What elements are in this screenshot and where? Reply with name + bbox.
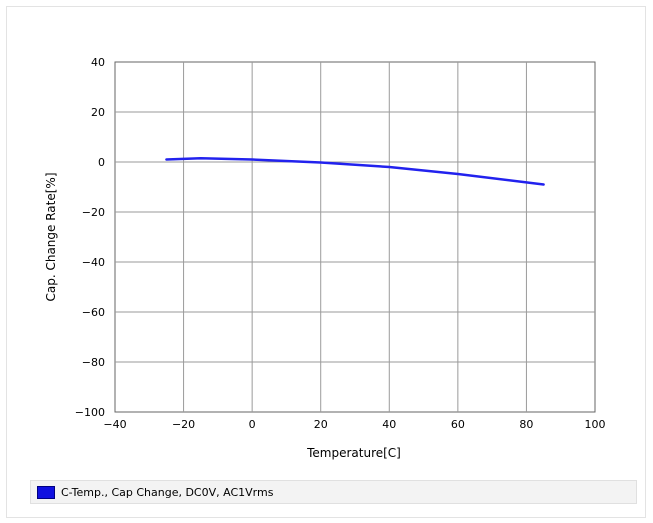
x-tick-labels: −40 −20 0 20 40 60 80 100	[103, 418, 605, 431]
legend-swatch	[37, 485, 55, 499]
x-tick-label: 80	[519, 418, 533, 431]
x-axis-title: Temperature[C]	[306, 446, 401, 460]
chart-frame: 40 20 0 −20 −40 −60 −80 −100 −40 −20 0 20 40 60 80 100…	[6, 6, 646, 518]
series-lines	[165, 157, 545, 186]
x-tick-label: 60	[451, 418, 465, 431]
y-tick-label: −80	[82, 356, 105, 369]
chart: 40 20 0 −20 −40 −60 −80 −100 −40 −20 0 20 40 60 80 100…	[44, 56, 606, 460]
x-tick-label: −40	[103, 418, 126, 431]
x-tick-label: 0	[249, 418, 256, 431]
x-tick-label: 100	[585, 418, 606, 431]
y-tick-label: −40	[82, 256, 105, 269]
series-line	[165, 157, 545, 186]
y-tick-label: 0	[98, 156, 105, 169]
y-tick-label: 20	[91, 106, 105, 119]
y-tick-label: −100	[75, 406, 105, 419]
legend-label: C-Temp., Cap Change, DC0V, AC1Vrms	[61, 485, 274, 499]
plot-area	[114, 61, 596, 413]
y-axis-title: Cap. Change Rate[%]	[44, 172, 58, 301]
y-tick-label: −20	[82, 206, 105, 219]
legend: C-Temp., Cap Change, DC0V, AC1Vrms	[30, 480, 637, 504]
x-tick-label: 40	[382, 418, 396, 431]
y-tick-labels: 40 20 0 −20 −40 −60 −80 −100	[75, 56, 105, 419]
x-tick-label: 20	[314, 418, 328, 431]
grid	[115, 62, 595, 412]
y-tick-label: −60	[82, 306, 105, 319]
x-tick-label: −20	[172, 418, 195, 431]
y-tick-label: 40	[91, 56, 105, 69]
